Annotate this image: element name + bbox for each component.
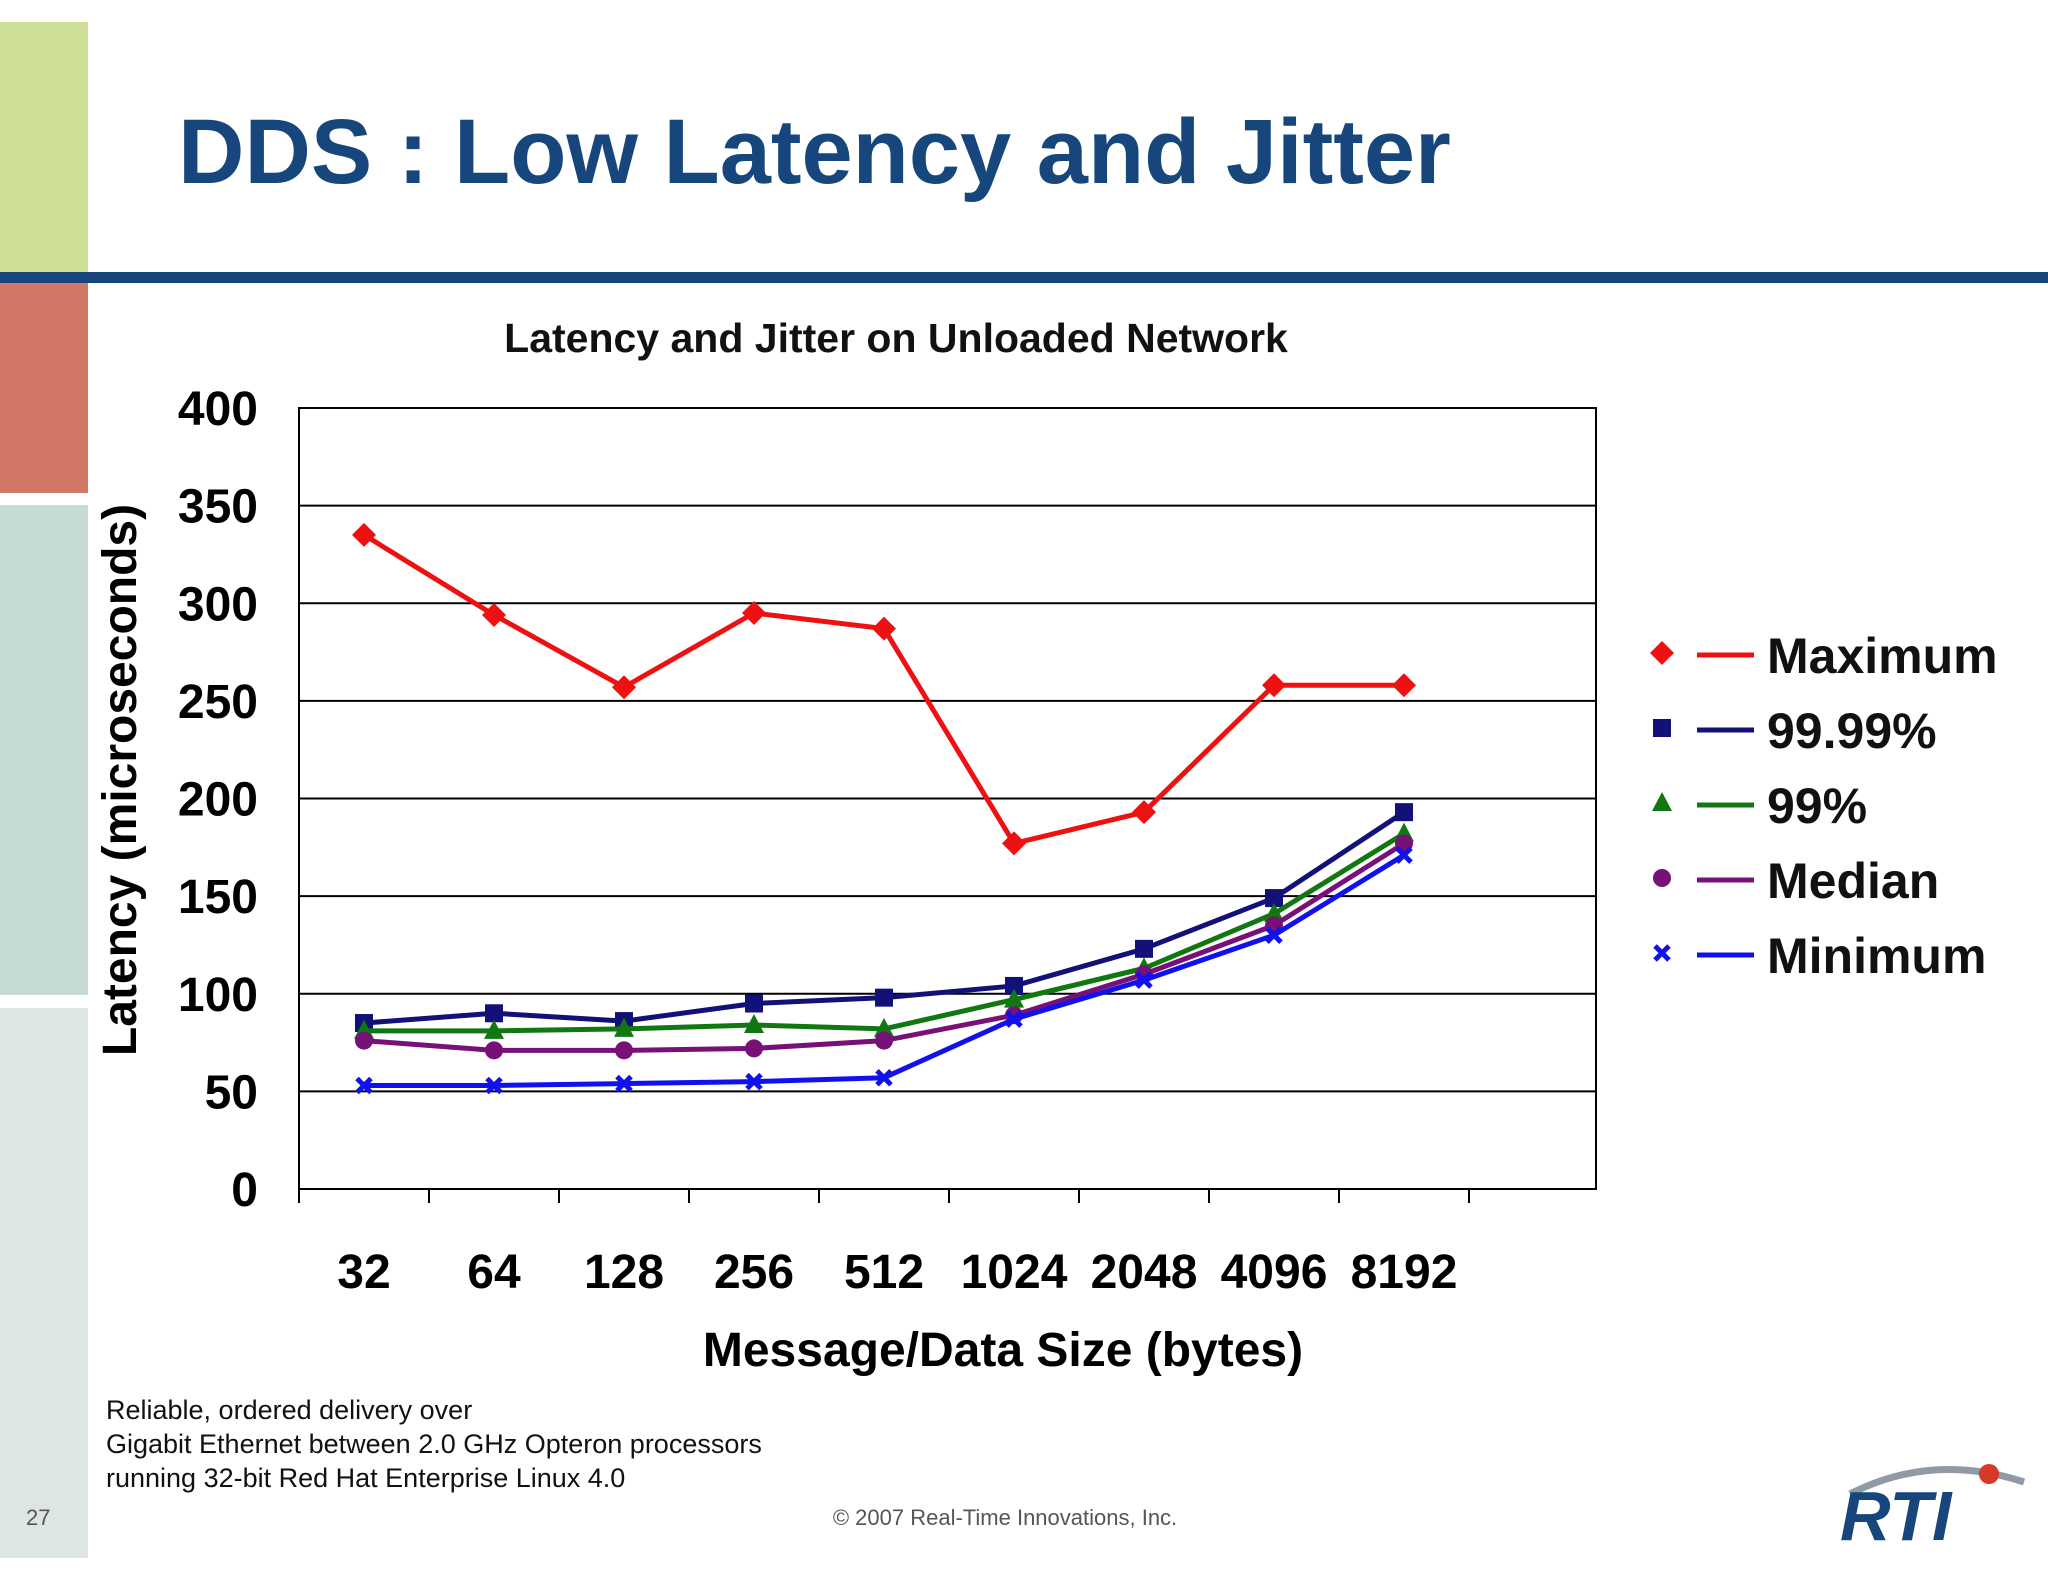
point-minimum [1005,1010,1023,1028]
point-median [355,1031,373,1050]
point-99 [1004,988,1024,1008]
point-9999 [1135,939,1153,958]
point-median [485,1041,503,1060]
point-9999 [1265,889,1283,908]
y-tick-label: 150 [178,871,258,924]
point-9999 [875,988,893,1007]
x-tick-label: 8192 [1351,1246,1458,1299]
point-99 [1264,902,1284,922]
plot-frame [298,407,1597,1190]
point-99 [744,1013,764,1033]
point-99 [614,1017,634,1037]
point-9999 [485,1004,503,1023]
footnote-line: Gigabit Ethernet between 2.0 GHz Opteron… [106,1429,762,1459]
point-minimum [1135,971,1153,989]
legend-label-median: Median [1767,853,1939,909]
accent-bar-teal [0,505,88,995]
legend-marker-median [1653,869,1671,887]
legend-marker-9999 [1653,719,1671,737]
point-maximum [1002,831,1026,856]
y-tick-label: 350 [178,481,258,534]
x-tick-label: 32 [337,1246,390,1299]
point-9999 [1005,976,1023,995]
y-tick-label: 0 [231,1164,258,1217]
legend-marker-minimum [1653,944,1671,962]
point-maximum [872,616,896,641]
x-tick-label: 256 [714,1246,794,1299]
point-minimum [745,1072,763,1091]
point-maximum [1262,673,1286,698]
point-maximum [1132,800,1156,825]
point-median [875,1031,893,1050]
x-tick-label: 1024 [961,1246,1068,1299]
accent-bar-green [0,22,88,272]
rti-logo: RTI [1840,1464,2026,1552]
y-tick-label: 300 [178,578,258,631]
point-9999 [745,994,763,1013]
chart-title: Latency and Jitter on Unloaded Network [504,315,1288,361]
footnote-line: Reliable, ordered delivery over [106,1395,473,1425]
point-minimum [1265,926,1283,944]
point-9999 [1395,803,1413,822]
x-axis-title: Message/Data Size (bytes) [703,1324,1303,1377]
x-tick-label: 512 [844,1246,924,1299]
page-number: 27 [26,1505,51,1530]
point-maximum [482,602,506,627]
legend-marker-99 [1652,792,1672,811]
point-minimum [485,1076,503,1095]
legend-label-9999: 99.99% [1767,703,1937,759]
accent-bar-red [0,283,88,493]
point-maximum [612,675,636,700]
point-maximum [352,522,376,547]
point-median [745,1039,763,1058]
y-tick-label: 200 [178,774,258,827]
point-maximum [1392,673,1416,698]
legend-label-maximum: Maximum [1767,628,1998,684]
point-minimum [875,1068,893,1087]
y-axis-title: Latency (microseconds) [94,504,147,1056]
point-maximum [742,601,766,626]
point-minimum [615,1074,633,1093]
point-minimum [355,1076,373,1095]
point-99 [874,1017,894,1037]
x-tick-label: 64 [467,1246,521,1299]
series-line-maximum [362,532,1404,846]
title-rule [0,272,2048,283]
legend-label-99: 99% [1767,778,1867,834]
point-median [615,1041,633,1060]
point-99 [484,1019,504,1039]
x-tick-label: 4096 [1221,1246,1328,1299]
x-tick-label: 128 [584,1246,664,1299]
logo-dot [1979,1464,1999,1484]
y-tick-label: 100 [178,969,258,1022]
legend-label-minimum: Minimum [1767,928,1986,984]
logo-text: RTI [1840,1477,1953,1552]
footnote: Reliable, ordered delivery over Gigabit … [106,1393,762,1495]
footnote-line: running 32-bit Red Hat Enterprise Linux … [106,1463,626,1493]
x-tick-label: 2048 [1091,1246,1198,1299]
copyright-notice: © 2007 Real-Time Innovations, Inc. [832,1505,1178,1530]
y-tick-label: 50 [205,1066,258,1119]
legend-marker-maximum [1650,641,1674,665]
slide-title: DDS : Low Latency and Jitter [178,101,1451,203]
accent-bar-grey [0,1008,88,1558]
logo-swoosh [1848,1466,2026,1498]
y-tick-label: 250 [178,676,258,729]
y-tick-label: 400 [178,383,258,436]
point-minimum [1395,846,1413,864]
